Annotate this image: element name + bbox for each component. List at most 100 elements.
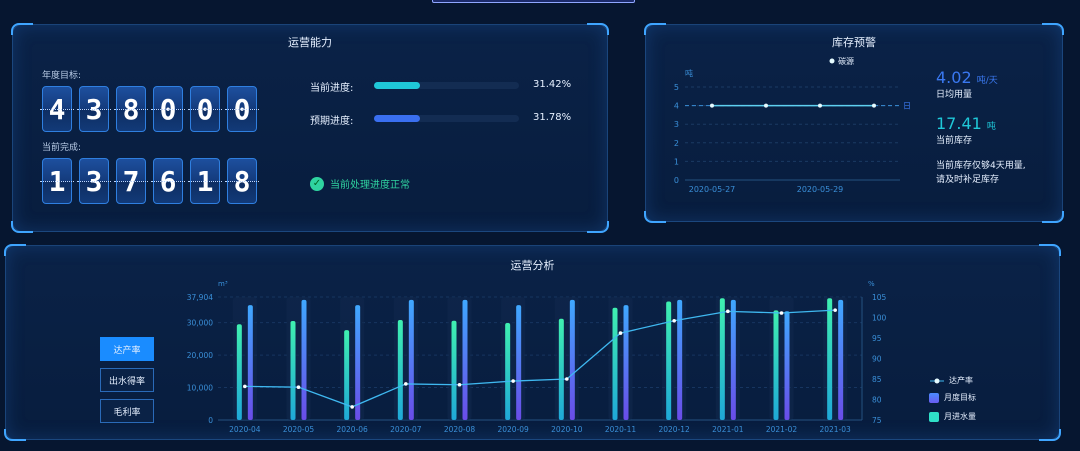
y-tick-label: 0 [674,176,679,185]
digit: 4 [40,86,74,132]
bar-monthly-inflow [773,310,779,420]
digit: 0 [151,86,185,132]
left-tick-label: 37,904 [187,293,213,302]
bar-shadow [608,297,633,420]
left-tick-label: 30,000 [187,319,213,328]
y-tick-label: 3 [674,120,679,129]
digit: 7 [114,158,148,204]
line-marker-icon [930,378,944,383]
x-tick-label: 2021-03 [819,425,851,434]
production-rate-point [833,308,837,312]
production-rate-point [672,318,676,323]
data-point [872,103,876,108]
stock-warning: 当前库存仅够4天用量, 请及时补足库存 [936,161,1026,185]
legend-label: 碳源 [838,56,854,66]
data-point [710,103,714,108]
bar-shadow [554,297,579,420]
bar-monthly-inflow [719,298,725,420]
digit: 1 [188,158,222,204]
check-circle-icon: ✓ [310,176,324,191]
bar-monthly-target [569,299,575,420]
production-rate-point [350,405,354,409]
y-tick-label: 2 [674,139,679,148]
bar-monthly-target [355,305,361,420]
panel-title: 运营能力 [288,36,332,49]
bar-shadow [232,297,257,420]
status-text: 当前处理进度正常 [330,180,410,191]
bar-shadow [823,297,848,420]
current-stock-label: 当前库存 [936,136,973,146]
current-done-label: 当前完成: [42,143,82,153]
tab-production-rate[interactable]: 达产率 [100,337,154,361]
left-tick-label: 0 [208,416,213,425]
bar-monthly-target [301,299,307,420]
legend-monthly-inflow[interactable]: 月进水量 [929,411,976,422]
top-tab-button[interactable] [432,0,635,3]
bar-monthly-target [838,299,844,420]
current-stock-value: 17.41 吨 [936,114,996,133]
data-point [764,103,768,108]
progress-current-label: 当前进度: [310,83,354,94]
bar-monthly-target [247,305,253,420]
bar-monthly-target [516,305,522,420]
daily-usage-label: 日均用量 [936,90,973,100]
bar-monthly-inflow [344,330,350,420]
x-tick-label: 2020-08 [444,425,476,434]
production-rate-point [243,384,247,389]
progress-expected-label: 预期进度: [310,116,354,127]
tab-gross-margin[interactable]: 毛利率 [100,399,154,423]
bar-monthly-inflow [505,322,511,420]
swatch-icon [929,411,939,422]
progress-current-bar [374,82,519,89]
right-tick-label: 105 [872,293,887,302]
y-tick-label: 5 [674,83,679,92]
x-tick-label: 2021-02 [766,425,798,434]
legend-monthly-target[interactable]: 月度目标 [929,392,976,403]
progress-current-value: 31.42% [533,79,572,90]
digit: 8 [225,158,259,204]
right-tick-label: 95 [872,334,882,343]
right-tick-label: 75 [872,416,882,425]
bar-shadow [501,297,526,420]
bar-monthly-inflow [397,320,403,420]
bar-monthly-inflow [612,307,618,420]
bar-shadow [662,297,687,420]
tab-effluent-rate[interactable]: 出水得率 [100,368,154,392]
digit: 3 [77,158,111,204]
bar-monthly-target [730,299,736,420]
data-point [818,103,822,108]
right-axis-unit: % [868,280,875,288]
right-tick-label: 80 [872,396,882,405]
bar-monthly-target [623,305,629,420]
bar-monthly-inflow [666,301,672,420]
legend-production-rate[interactable]: 达产率 [930,375,973,386]
status-indicator: ✓ 当前处理进度正常 [310,176,410,191]
progress-expected-bar [374,115,519,122]
analysis-panel: 运营分析 [4,244,1061,441]
daily-usage-value: 4.02 吨/天 [936,68,998,87]
x-tick-label: 2020-11 [605,425,637,434]
bar-shadow [769,297,794,420]
bar-monthly-target [408,299,414,420]
digit: 0 [225,86,259,132]
bar-shadow [286,297,311,420]
production-rate-point [511,379,515,383]
x-tick-label: 2020-10 [551,425,583,434]
mark-line-label: 日均值 [903,101,910,111]
x-tick-label: 2020-09 [497,425,529,434]
left-tick-label: 20,000 [187,351,213,360]
x-tick-label: 2020-05 [283,425,315,434]
bar-shadow [447,297,472,420]
digit: 8 [114,86,148,132]
bar-monthly-target [462,299,468,420]
x-tick-label: 2020-07 [390,425,422,434]
panel-title: 库存预警 [832,36,876,49]
progress-expected-value: 31.78% [533,112,572,123]
digit: 6 [151,158,185,204]
right-tick-label: 90 [872,355,882,364]
x-tick-label: 2020-05-29 [797,185,844,194]
production-rate-point [726,309,730,314]
